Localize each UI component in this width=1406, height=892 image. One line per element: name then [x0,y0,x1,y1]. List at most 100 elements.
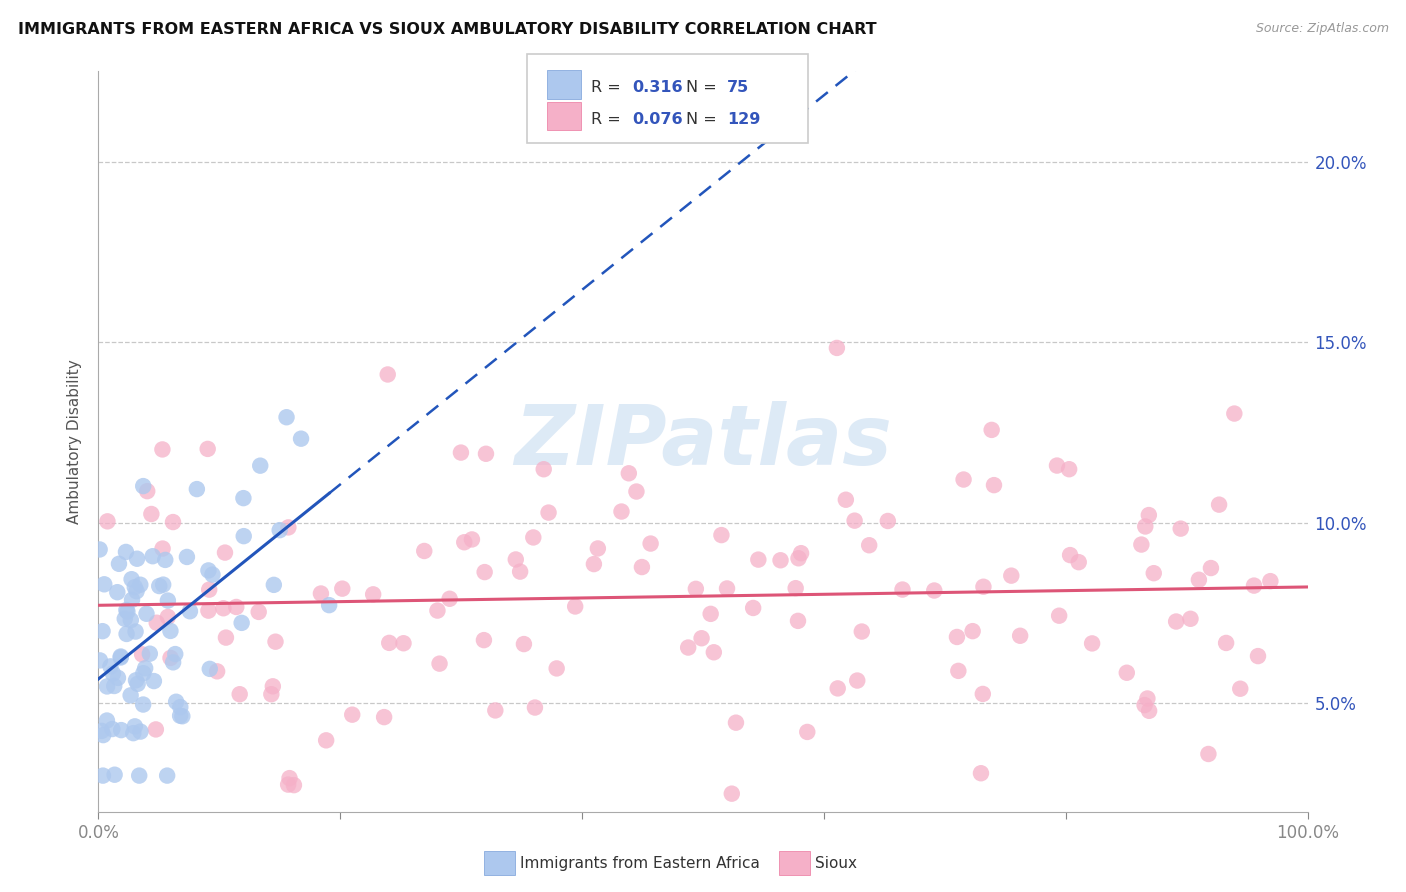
Point [165,647,187,661]
Point [264,634,287,648]
Point [851,624,873,639]
Point [91,624,114,639]
Point [1208,498,1230,512]
Point [122,726,145,740]
Point [377,368,399,382]
Point [121,592,143,607]
Text: Source: ZipAtlas.com: Source: ZipAtlas.com [1256,22,1389,36]
Point [787,551,810,566]
Point [790,546,813,560]
Point [685,582,707,596]
Point [132,666,155,681]
Point [152,442,174,457]
Point [103,679,125,693]
Point [176,549,198,564]
Point [148,579,170,593]
Point [1115,665,1137,680]
Point [152,541,174,556]
Point [533,462,555,476]
Point [110,723,132,738]
Point [263,578,285,592]
Point [1136,691,1159,706]
Point [522,531,544,545]
Point [426,604,449,618]
Y-axis label: Ambulatory Disability: Ambulatory Disability [67,359,83,524]
Point [1180,612,1202,626]
Text: Sioux: Sioux [815,856,858,871]
Point [1188,573,1211,587]
Point [922,583,945,598]
Point [159,651,181,665]
Point [169,708,191,723]
Point [373,710,395,724]
Point [315,733,337,747]
Point [475,447,498,461]
Point [198,582,221,597]
Point [110,650,132,665]
Point [179,604,201,618]
Point [277,520,299,534]
Point [724,715,747,730]
Point [152,577,174,591]
Point [835,492,858,507]
Point [484,703,506,717]
Point [107,671,129,685]
Point [825,341,848,355]
Point [290,432,312,446]
Point [121,572,143,586]
Point [1000,568,1022,582]
Point [96,714,118,728]
Point [626,484,648,499]
Point [948,664,970,678]
Point [453,535,475,549]
Point [972,687,994,701]
Point [125,673,148,688]
Point [1260,574,1282,589]
Point [827,681,849,696]
Point [1143,566,1166,581]
Point [145,615,167,630]
Text: N =: N = [686,80,723,95]
Point [631,560,654,574]
Point [155,553,177,567]
Point [120,613,142,627]
Point [513,637,536,651]
Point [716,582,738,596]
Point [858,538,880,552]
Point [946,630,969,644]
Point [1197,747,1219,761]
Point [117,605,139,619]
Point [197,442,219,456]
Point [747,552,769,566]
Point [120,689,142,703]
Point [537,506,560,520]
Point [640,536,662,550]
Point [474,565,496,579]
Point [318,598,340,612]
Point [212,601,235,615]
Point [1067,555,1090,569]
Point [1130,537,1153,551]
Point [100,659,122,673]
Point [96,514,118,528]
Point [108,557,131,571]
Point [165,695,187,709]
Point [876,514,898,528]
Point [90,723,112,738]
Point [742,601,765,615]
Point [1170,522,1192,536]
Point [361,587,384,601]
Point [197,563,219,577]
Point [586,541,609,556]
Text: R =: R = [591,80,626,95]
Point [1059,548,1081,562]
Point [134,661,156,675]
Point [124,719,146,733]
Point [1243,578,1265,592]
Point [720,787,742,801]
Point [429,657,451,671]
Point [132,698,155,712]
Point [93,577,115,591]
Point [156,593,179,607]
Point [461,533,484,547]
